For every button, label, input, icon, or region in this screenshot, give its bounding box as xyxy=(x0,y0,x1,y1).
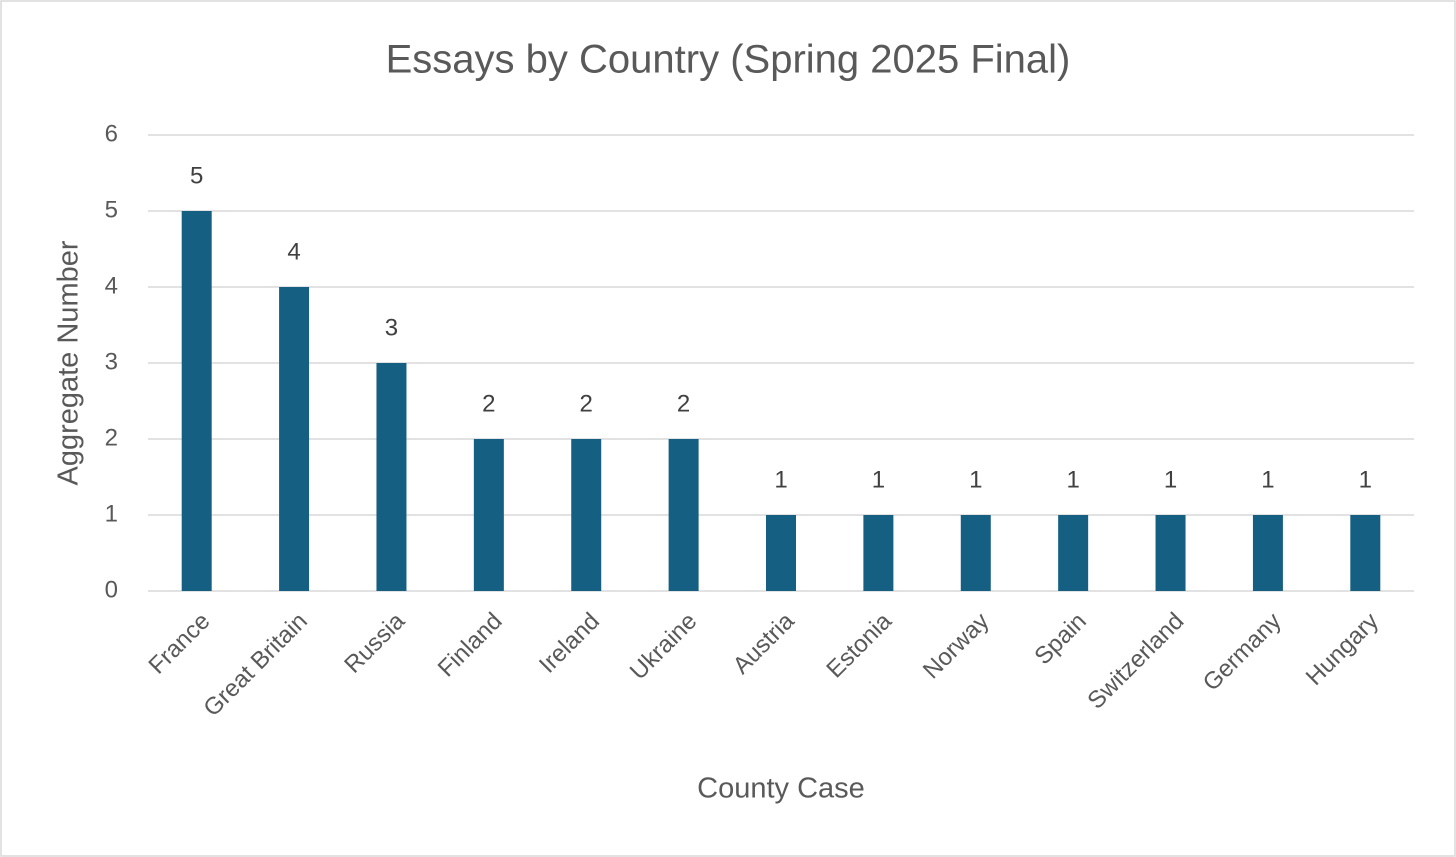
y-tick-label: 2 xyxy=(105,424,118,451)
data-label: 1 xyxy=(1359,466,1372,493)
bar xyxy=(376,363,407,591)
y-tick-label: 1 xyxy=(105,500,118,527)
x-axis-title: County Case xyxy=(697,773,865,805)
bar xyxy=(1252,515,1283,591)
chart-title: Essays by Country (Spring 2025 Final) xyxy=(386,38,1071,82)
bar xyxy=(1155,515,1186,591)
y-tick-label: 0 xyxy=(105,576,118,603)
bar xyxy=(473,439,504,591)
y-tick-label: 6 xyxy=(105,120,118,147)
y-tick-label: 5 xyxy=(105,196,118,223)
bar xyxy=(863,515,894,591)
data-label: 2 xyxy=(482,390,495,417)
data-label: 5 xyxy=(190,162,203,189)
bar xyxy=(766,515,796,591)
data-label: 1 xyxy=(774,466,787,493)
bar xyxy=(1350,515,1381,591)
data-label: 1 xyxy=(1164,466,1177,493)
y-tick-label: 4 xyxy=(105,272,118,299)
data-label: 4 xyxy=(287,238,300,265)
bar xyxy=(668,439,699,591)
data-label: 1 xyxy=(1261,466,1274,493)
data-label: 2 xyxy=(677,390,690,417)
data-label: 2 xyxy=(580,390,593,417)
data-label: 1 xyxy=(872,466,885,493)
data-label: 1 xyxy=(969,466,982,493)
bar xyxy=(571,439,602,591)
data-label: 3 xyxy=(385,314,398,341)
y-axis-title: Aggregate Number xyxy=(53,240,85,485)
y-tick-label: 3 xyxy=(105,348,118,375)
bar xyxy=(279,287,310,591)
bar xyxy=(181,211,212,591)
bar xyxy=(1058,515,1089,591)
data-label: 1 xyxy=(1066,466,1079,493)
bar xyxy=(960,515,991,591)
